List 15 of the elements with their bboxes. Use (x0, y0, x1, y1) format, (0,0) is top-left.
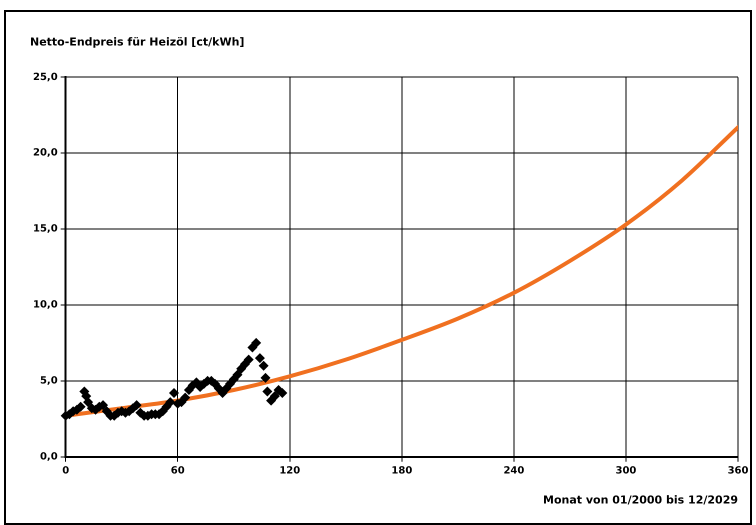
y-tick-label: 20,0 (32, 148, 58, 159)
x-tick-label: 60 (170, 465, 185, 476)
x-tick-label: 300 (616, 465, 636, 476)
y-tick-label: 0,0 (40, 451, 58, 462)
x-tick-label: 0 (62, 465, 70, 476)
y-tick-label: 5,0 (40, 375, 58, 386)
y-tick-label: 15,0 (32, 224, 58, 235)
x-axis-title: Monat von 01/2000 bis 12/2029 (543, 493, 738, 506)
y-tick-label: 25,0 (32, 72, 58, 83)
x-tick-label: 240 (503, 465, 524, 476)
chart-title: Netto-Endpreis für Heizöl [ct/kWh] (30, 35, 244, 48)
x-tick-label: 120 (279, 465, 300, 476)
x-tick-label: 360 (728, 465, 748, 476)
x-tick-label: 180 (391, 465, 412, 476)
y-tick-label: 10,0 (32, 300, 58, 311)
